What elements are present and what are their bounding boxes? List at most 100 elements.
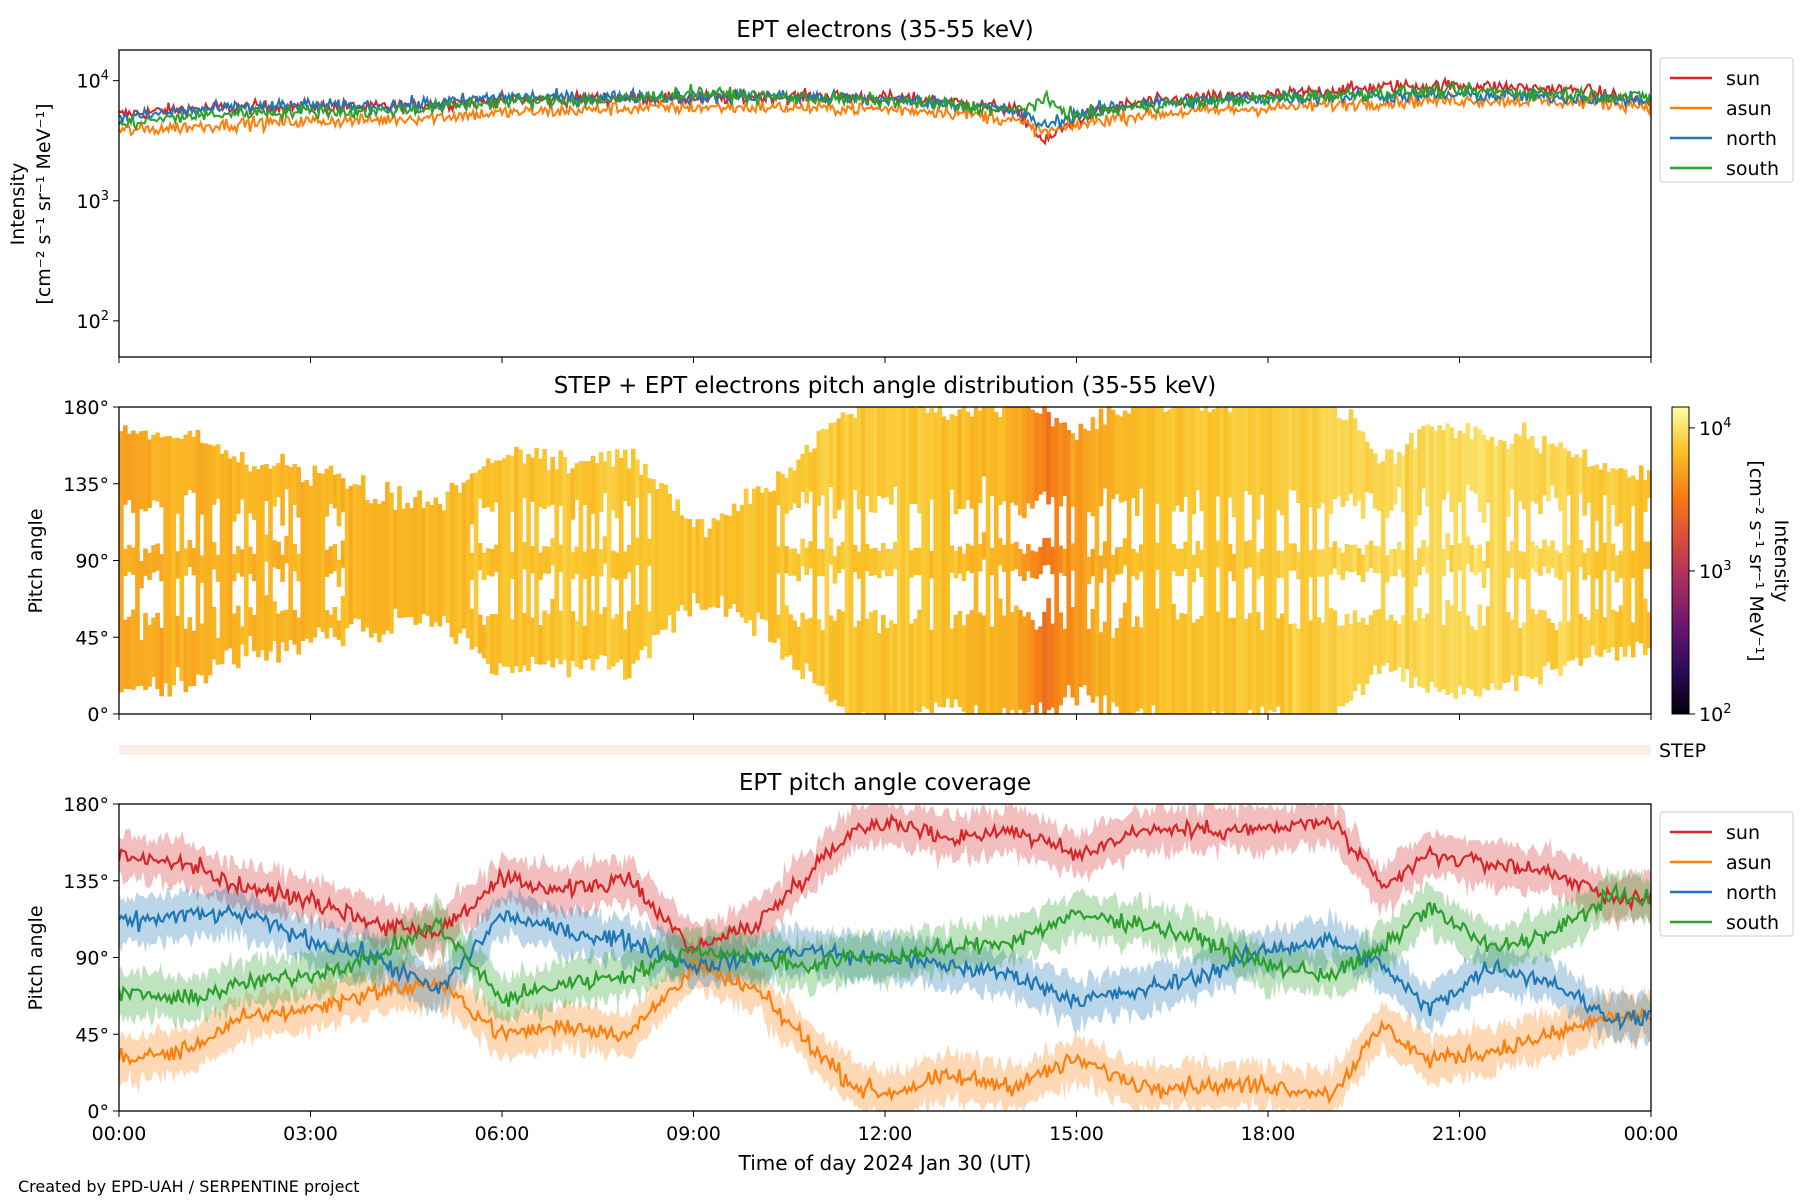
coverage-panel: EPT pitch angle coverage 0° 45° 90° 135° 180…	[25, 770, 1794, 1145]
pad-heatmap-cell	[425, 501, 431, 616]
pad-heatmap-cell	[1598, 469, 1604, 657]
intensity-line-south	[119, 79, 1651, 132]
pad-heatmap-cell	[1344, 419, 1350, 501]
pad-heatmap-cell	[913, 408, 918, 504]
pad-heatmap-cell	[1102, 621, 1108, 696]
pad-heatmap-cell	[1473, 629, 1479, 696]
pad-heatmap-cell	[1340, 420, 1346, 507]
coverage-line-south	[119, 881, 1651, 1008]
pad-heatmap-cell	[707, 528, 713, 608]
pad-heatmap-cell	[276, 463, 281, 498]
pad-heatmap-cell	[1505, 449, 1511, 517]
pad-heatmap-cell	[1086, 430, 1092, 513]
pad-heatmap-cell	[292, 610, 297, 645]
pad-heatmap-cell	[1320, 622, 1326, 714]
pad-heatmap-cell	[1360, 554, 1366, 582]
pad-heatmap-cell	[139, 640, 144, 686]
pad-heatmap-cell	[1199, 410, 1205, 511]
pad-heatmap-cell	[582, 461, 588, 505]
pad-heatmap-cell	[252, 615, 257, 652]
pad-heatmap-cell	[925, 413, 930, 709]
pad-heatmap-cell	[872, 610, 878, 714]
pad-heatmap-cell	[824, 429, 830, 695]
pad-x-ticks	[118, 714, 1652, 720]
pad-heatmap-cell	[546, 614, 551, 661]
pad-heatmap-cell	[1481, 625, 1487, 689]
pad-heatmap-cell	[175, 551, 181, 579]
colorbar-label-line1: Intensity	[1770, 520, 1792, 603]
pad-heatmap-cell	[828, 423, 834, 487]
pad-heatmap-cell	[1014, 541, 1019, 570]
y-tick-label: 103	[77, 189, 109, 213]
pad-heatmap-cell	[1336, 417, 1342, 497]
pad-heatmap-cell	[522, 463, 527, 499]
pad-heatmap-cell	[328, 614, 334, 629]
pad-heatmap-cell	[1070, 433, 1076, 507]
pad-heatmap-cell	[368, 503, 374, 638]
pad-heatmap-cell	[852, 626, 858, 714]
pad-heatmap-cell	[985, 407, 991, 714]
pad-heatmap-cell	[965, 614, 971, 714]
pad-heatmap-cell	[1485, 440, 1491, 503]
pad-heatmap-cell	[1421, 426, 1426, 489]
pad-heatmap-cell	[1606, 471, 1612, 653]
pad-heatmap-cell	[1126, 413, 1132, 714]
pad-heatmap-cell	[1183, 541, 1188, 569]
pad-heatmap-cell	[1344, 543, 1350, 572]
pad-heatmap-cell	[1368, 615, 1374, 675]
pad-heatmap-cell	[159, 437, 164, 508]
pad-heatmap-cell	[1538, 548, 1543, 576]
pad-heatmap-cell	[582, 625, 588, 661]
pad-heatmap-cell	[1030, 619, 1035, 705]
pad-heatmap-cell	[800, 612, 805, 679]
pad-heatmap-cell	[1630, 622, 1636, 658]
footer-credit: Created by EPD-UAH / SERPENTINE project	[18, 1177, 360, 1196]
pad-heatmap-cell	[1554, 446, 1559, 499]
pad-heatmap-cell	[292, 464, 297, 505]
pad-heatmap-cell	[1199, 616, 1205, 714]
pad-heatmap-cell	[1384, 555, 1390, 583]
pad-heatmap-cell	[477, 469, 483, 499]
pad-heatmap-cell	[1001, 407, 1007, 502]
pad-heatmap-cell	[667, 493, 672, 616]
pad-heatmap-cell	[1433, 430, 1438, 688]
pad-heatmap-cell	[1380, 461, 1386, 666]
pad-heatmap-cell	[510, 619, 515, 673]
pad-heatmap-cell	[691, 526, 697, 594]
pad-heatmap-cell	[957, 546, 963, 574]
pad-heatmap-cell	[1114, 547, 1120, 575]
pad-heatmap-cell	[280, 610, 285, 643]
pad-heatmap-cell	[1018, 609, 1023, 710]
pad-heatmap-cell	[417, 490, 422, 624]
pad-heatmap-cell	[1397, 541, 1402, 570]
pad-heatmap-cell	[917, 547, 922, 576]
colorbar	[1671, 406, 1690, 715]
pad-heatmap-cell	[385, 481, 390, 631]
pad-heatmap-cell	[1038, 546, 1043, 575]
pad-heatmap-cell	[1211, 409, 1217, 712]
pad-heatmap-cell	[1590, 466, 1596, 646]
pad-heatmap-cell	[123, 620, 128, 689]
pad-heatmap-cell	[1026, 407, 1031, 504]
pad-heatmap-cell	[1090, 608, 1096, 703]
pad-heatmap-cell	[949, 414, 955, 490]
pad-heatmap-cell	[300, 482, 306, 641]
pad-heatmap-cell	[1324, 407, 1330, 714]
pad-heatmap-cell	[590, 610, 596, 671]
pad-heatmap-cell	[1207, 412, 1213, 714]
pad-heatmap-cell	[1481, 434, 1487, 523]
pad-heatmap-cell	[477, 614, 483, 654]
pad-heatmap-cell	[1457, 430, 1463, 503]
pad-heatmap-cell	[1231, 617, 1237, 714]
pad-heatmap-cell	[663, 484, 668, 630]
pad-heatmap-cell	[804, 619, 809, 664]
pad-heatmap-cell	[1058, 422, 1063, 507]
pad-heatmap-cell	[183, 434, 189, 496]
pad-heatmap-cell	[1022, 407, 1027, 519]
pad-heatmap-cell	[1231, 553, 1237, 582]
pad-heatmap-cell	[1078, 423, 1084, 688]
pad-heatmap-cell	[123, 548, 128, 577]
pad-heatmap-cell	[127, 433, 132, 501]
pad-heatmap-cell	[1392, 620, 1398, 671]
pad-heatmap-cell	[1292, 623, 1297, 714]
